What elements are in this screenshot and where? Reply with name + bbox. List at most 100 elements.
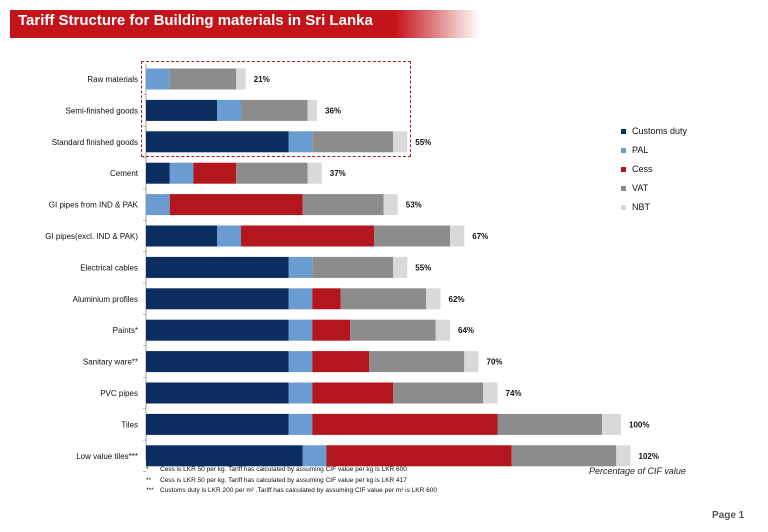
legend-swatch <box>621 186 626 192</box>
category-label: PVC pipes <box>100 389 138 398</box>
total-label: 55% <box>415 263 431 272</box>
category-label: GI pipes(excl. IND & PAK) <box>45 232 138 241</box>
total-label: 62% <box>449 295 465 304</box>
bar-segment-cess <box>326 445 512 467</box>
category-label: Raw materials <box>87 75 138 84</box>
bar-segment-vat <box>369 351 465 373</box>
total-label: 74% <box>506 389 522 398</box>
legend-swatch <box>621 205 626 211</box>
bar-segment-pal <box>288 351 313 373</box>
bar-segment-pal <box>169 162 194 184</box>
bar-segment-cess <box>193 162 237 184</box>
footnote: *** Customs duty is LKR 200 per m² .Tarif… <box>146 486 437 497</box>
total-label: 70% <box>487 358 503 367</box>
bar-segment-vat <box>302 194 384 216</box>
bar-segment-cess <box>241 225 374 247</box>
bar-segment-customs-duty <box>146 288 289 310</box>
category-label: Semi-finished goods <box>66 106 138 115</box>
bar-segment-customs-duty <box>146 413 289 435</box>
bar-segment-vat <box>312 256 393 278</box>
total-label: 36% <box>325 106 341 115</box>
legend-label: NBT <box>632 202 650 212</box>
bar-segment-customs-duty <box>146 131 289 153</box>
legend-swatch <box>621 148 626 154</box>
bar-segment-customs-duty <box>146 445 303 467</box>
legend-item: Customs duty <box>621 126 687 145</box>
bar-segment-nbt <box>393 256 408 278</box>
legend-item: PAL <box>621 145 687 164</box>
legend-swatch <box>621 167 626 173</box>
bar-segment-pal <box>288 319 313 341</box>
bar-segment-customs-duty <box>146 319 289 341</box>
bar-segment-vat <box>511 445 617 467</box>
chart-legend: Customs duty PAL Cess VAT NBT <box>621 126 687 221</box>
category-label: Standard finished goods <box>52 138 138 147</box>
bar-segment-customs-duty <box>146 351 289 373</box>
bar-segment-cess <box>312 413 498 435</box>
legend-item: NBT <box>621 202 687 221</box>
bar-segment-pal <box>288 382 313 404</box>
bar-segment-pal <box>217 225 241 247</box>
category-label: GI pipes from IND & PAK <box>49 201 139 210</box>
legend-label: Customs duty <box>632 126 688 136</box>
bar-segment-customs-duty <box>146 99 218 121</box>
bar-segment-vat <box>241 99 308 121</box>
bar-segment-nbt <box>464 351 479 373</box>
title-bar <box>10 10 480 38</box>
legend-label: VAT <box>632 183 649 193</box>
footnote-text: Customs duty is LKR 200 per m² .Tariff h… <box>160 487 437 494</box>
total-label: 100% <box>629 420 649 429</box>
bar-segment-nbt <box>483 382 498 404</box>
bar-segment-customs-duty <box>146 382 289 404</box>
legend-item: Cess <box>621 164 687 183</box>
category-label: Cement <box>110 169 139 178</box>
legend-label: Cess <box>632 164 653 174</box>
bar-segment-pal <box>146 194 170 216</box>
total-label: 37% <box>330 169 346 178</box>
footnote: * Cess is LKR 50 per kg. Tariff has calcu… <box>146 465 437 476</box>
footnote: ** Cess is LKR 50 per kg. Tariff has calc… <box>146 476 437 487</box>
highlight-box <box>141 61 411 157</box>
category-label: Low value tiles*** <box>76 452 138 461</box>
category-label: Sanitary ware** <box>83 358 138 367</box>
bar-segment-nbt <box>307 99 317 121</box>
category-label: Paints* <box>113 326 138 335</box>
footnote-mark: ** <box>146 476 152 484</box>
total-label: 64% <box>458 326 474 335</box>
total-label: 67% <box>472 232 488 241</box>
bar-segment-cess <box>312 288 341 310</box>
bar-segment-nbt <box>450 225 465 247</box>
axis-note: Percentage of CIF value <box>589 466 686 476</box>
bar-segment-pal <box>302 445 327 467</box>
bar-segment-nbt <box>236 68 246 90</box>
bar-segment-pal <box>288 256 313 278</box>
bar-segment-nbt <box>435 319 450 341</box>
bar-segment-nbt <box>426 288 441 310</box>
bar-segment-pal <box>217 99 241 121</box>
total-label: 55% <box>415 138 431 147</box>
footnote-text: Cess is LKR 50 per kg. Tariff has calcul… <box>160 476 407 484</box>
page-number: Page 1 <box>712 510 745 521</box>
category-label: Electrical cables <box>80 263 138 272</box>
total-label: 53% <box>406 201 422 210</box>
bar-segment-nbt <box>616 445 631 467</box>
bar-segment-customs-duty <box>146 256 289 278</box>
bar-segment-cess <box>169 194 303 216</box>
bar-segment-vat <box>312 131 393 153</box>
bar-segment-vat <box>350 319 436 341</box>
bar-segment-cess <box>312 382 393 404</box>
bar-segment-vat <box>374 225 450 247</box>
category-label: Aluminium profiles <box>73 295 138 304</box>
footnote-text: Cess is LKR 50 per kg. Tariff has calcul… <box>160 466 407 473</box>
bar-segment-cess <box>312 319 351 341</box>
legend-swatch <box>621 129 626 135</box>
bar-segment-pal <box>288 413 313 435</box>
bar-segment-vat <box>169 68 237 90</box>
bar-segment-vat <box>340 288 427 310</box>
category-label: Tiles <box>121 420 138 429</box>
bar-segment-customs-duty <box>146 225 218 247</box>
bar-segment-nbt <box>383 194 398 216</box>
bar-segment-vat <box>236 162 308 184</box>
legend-label: PAL <box>632 145 649 155</box>
